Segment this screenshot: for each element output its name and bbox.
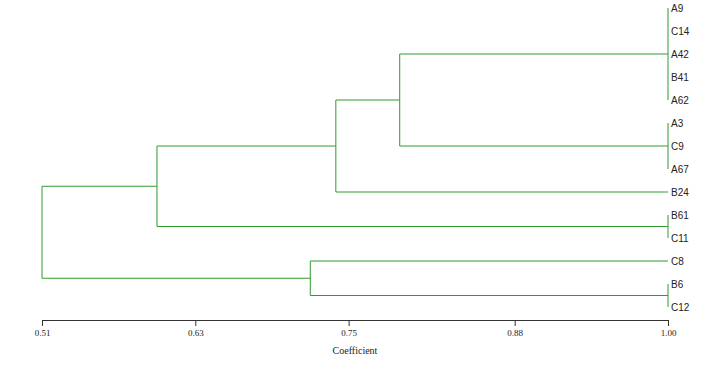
tick-label: 1.00 xyxy=(661,328,677,338)
cluster-join xyxy=(42,186,43,278)
leaf-label: B41 xyxy=(671,72,689,83)
axis-title: Coefficient xyxy=(333,345,378,356)
branch xyxy=(42,278,310,279)
tick-mark xyxy=(668,320,669,326)
branch xyxy=(336,100,400,101)
leaf-labels: A9 C14 A42 B41 A62 A3 C9 A67 B24 B61 C11 C8 B6 C12 xyxy=(671,3,690,313)
leaf-label: A3 xyxy=(671,118,684,129)
leaf-label: B6 xyxy=(671,279,684,290)
leaf-label: B61 xyxy=(671,210,689,221)
axis-line xyxy=(43,321,669,327)
tick: 0.75 xyxy=(341,320,357,338)
tick: 0.63 xyxy=(188,320,204,338)
branch xyxy=(310,295,668,296)
tick-mark xyxy=(515,320,516,326)
leaf-label: A62 xyxy=(671,95,689,106)
leaf-label: A9 xyxy=(671,3,684,14)
tick-label: 0.63 xyxy=(188,328,204,338)
branch xyxy=(310,261,668,262)
dendrogram-lines xyxy=(42,8,668,307)
branch xyxy=(42,186,157,187)
tick-mark xyxy=(349,320,350,326)
tick-mark xyxy=(195,320,196,326)
x-axis: 0.51 0.63 0.75 0.88 1.00 xyxy=(35,320,677,338)
leaf-label: C14 xyxy=(671,26,690,37)
tick: 1.00 xyxy=(661,320,677,338)
leaf-label: C11 xyxy=(671,233,689,244)
tick-mark xyxy=(42,320,43,326)
tick: 0.88 xyxy=(507,320,523,338)
branch xyxy=(400,146,668,147)
branch xyxy=(400,54,668,55)
leaf-label: B24 xyxy=(671,187,689,198)
branch xyxy=(157,146,336,147)
chart: A9 C14 A42 B41 A62 A3 C9 A67 B24 B61 C11 C8 B6 C12 0.5… xyxy=(0,0,704,366)
tick-label: 0.51 xyxy=(35,328,51,338)
leaf-label: C8 xyxy=(671,256,684,267)
leaf-label: C9 xyxy=(671,141,684,152)
tick: 0.51 xyxy=(35,320,51,338)
branch xyxy=(157,226,668,227)
leaf-label: A42 xyxy=(671,49,689,60)
leaf-label: C12 xyxy=(671,302,690,313)
branch xyxy=(336,192,668,193)
leaf-label: A67 xyxy=(671,164,689,175)
tick-label: 0.75 xyxy=(341,328,357,338)
tick-label: 0.88 xyxy=(507,328,523,338)
